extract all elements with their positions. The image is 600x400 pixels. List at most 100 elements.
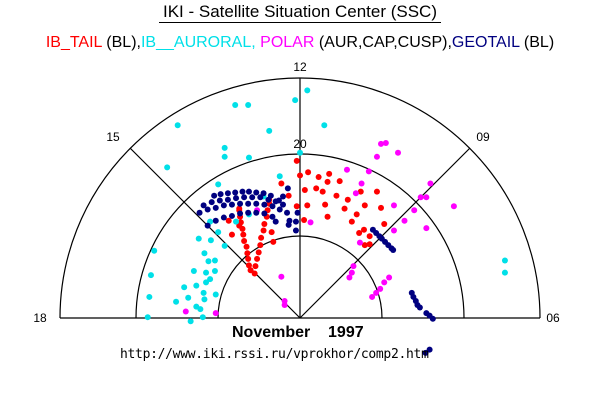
data-point: [225, 217, 232, 224]
data-point: [343, 166, 350, 173]
data-point: [422, 349, 429, 356]
mlt-label-12: 12: [293, 60, 307, 74]
data-point: [411, 207, 418, 214]
data-point: [301, 216, 308, 223]
data-point: [270, 238, 277, 245]
data-point: [174, 122, 181, 129]
data-point: [204, 222, 211, 229]
data-point: [245, 154, 252, 161]
data-point: [307, 219, 314, 226]
mlt-label-06: 06: [546, 311, 560, 325]
spoke-15: [129, 147, 301, 319]
data-point: [197, 306, 204, 313]
data-point: [285, 221, 292, 228]
data-point: [292, 218, 299, 225]
data-point: [348, 269, 355, 276]
data-point: [232, 189, 239, 196]
data-point: [261, 210, 268, 217]
data-point: [321, 122, 328, 129]
data-point: [147, 272, 154, 279]
data-point: [247, 267, 254, 274]
data-point: [240, 231, 247, 238]
data-point: [239, 225, 246, 232]
data-point: [205, 258, 212, 265]
data-point: [245, 262, 252, 269]
data-point: [346, 274, 353, 281]
data-point: [378, 140, 384, 147]
data-point: [386, 274, 393, 281]
series-geotail: [196, 185, 436, 356]
data-point: [358, 180, 365, 187]
data-point: [221, 144, 228, 151]
data-point: [201, 250, 208, 257]
data-point: [245, 209, 252, 216]
data-point: [319, 188, 326, 195]
data-point: [212, 204, 219, 211]
data-point: [228, 212, 235, 219]
data-point: [233, 218, 240, 225]
data-point: [211, 192, 218, 199]
data-point: [255, 249, 262, 256]
legend-polar-regions: (AUR,CAP,CUSP),: [314, 34, 452, 51]
legend-ib-auroral: IB__AURORAL,: [140, 34, 261, 51]
data-point: [366, 241, 373, 248]
data-point: [237, 200, 244, 207]
data-point: [212, 217, 219, 224]
data-point: [315, 174, 322, 181]
data-point: [200, 202, 207, 209]
data-point: [390, 202, 397, 209]
data-point: [185, 294, 192, 301]
data-point: [322, 201, 329, 208]
data-point: [269, 203, 276, 210]
data-point: [281, 302, 288, 309]
data-point: [258, 234, 265, 241]
data-point: [251, 270, 258, 277]
date-label: November 1997: [232, 324, 364, 341]
data-point: [187, 318, 194, 325]
legend-polar: POLAR: [260, 34, 315, 51]
mlt-label-18: 18: [33, 311, 47, 325]
data-point: [361, 202, 368, 209]
data-point: [417, 194, 424, 201]
data-point: [208, 199, 215, 206]
data-point: [324, 178, 331, 185]
data-point: [304, 202, 311, 209]
data-point: [211, 268, 218, 275]
data-point: [253, 189, 260, 196]
data-point: [381, 221, 388, 228]
data-point: [294, 209, 301, 216]
mlt-label-15: 15: [106, 130, 120, 144]
data-point: [390, 246, 397, 253]
data-point: [365, 168, 372, 175]
page-title: IKI - Satellite Situation Center (SSC): [0, 2, 600, 23]
spoke-09: [299, 147, 471, 319]
data-point: [336, 178, 343, 185]
data-point: [285, 192, 292, 199]
data-point: [305, 169, 312, 176]
data-point: [390, 227, 397, 234]
legend-bl-1: (BL),: [101, 34, 141, 51]
data-point: [292, 227, 299, 234]
data-point: [245, 255, 252, 262]
data-point: [276, 206, 283, 213]
data-point: [249, 194, 256, 201]
series-polar: [182, 140, 457, 317]
data-point: [181, 284, 188, 291]
data-point: [212, 291, 219, 298]
data-point: [245, 188, 252, 195]
data-point: [284, 185, 291, 192]
data-point: [265, 196, 272, 203]
data-point: [260, 227, 267, 234]
data-point: [382, 140, 389, 147]
legend-geotail: GEOTAIL: [451, 34, 520, 51]
title-text: IKI - Satellite Situation Center (SSC): [158, 2, 441, 23]
data-point: [228, 201, 235, 208]
legend-ib-tail: IB_TAIL: [45, 34, 102, 51]
data-point: [416, 304, 423, 311]
data-point: [237, 210, 244, 217]
data-point: [423, 194, 430, 201]
data-point: [423, 225, 430, 232]
data-point: [276, 173, 283, 180]
data-point: [353, 211, 360, 218]
data-point: [293, 157, 300, 164]
